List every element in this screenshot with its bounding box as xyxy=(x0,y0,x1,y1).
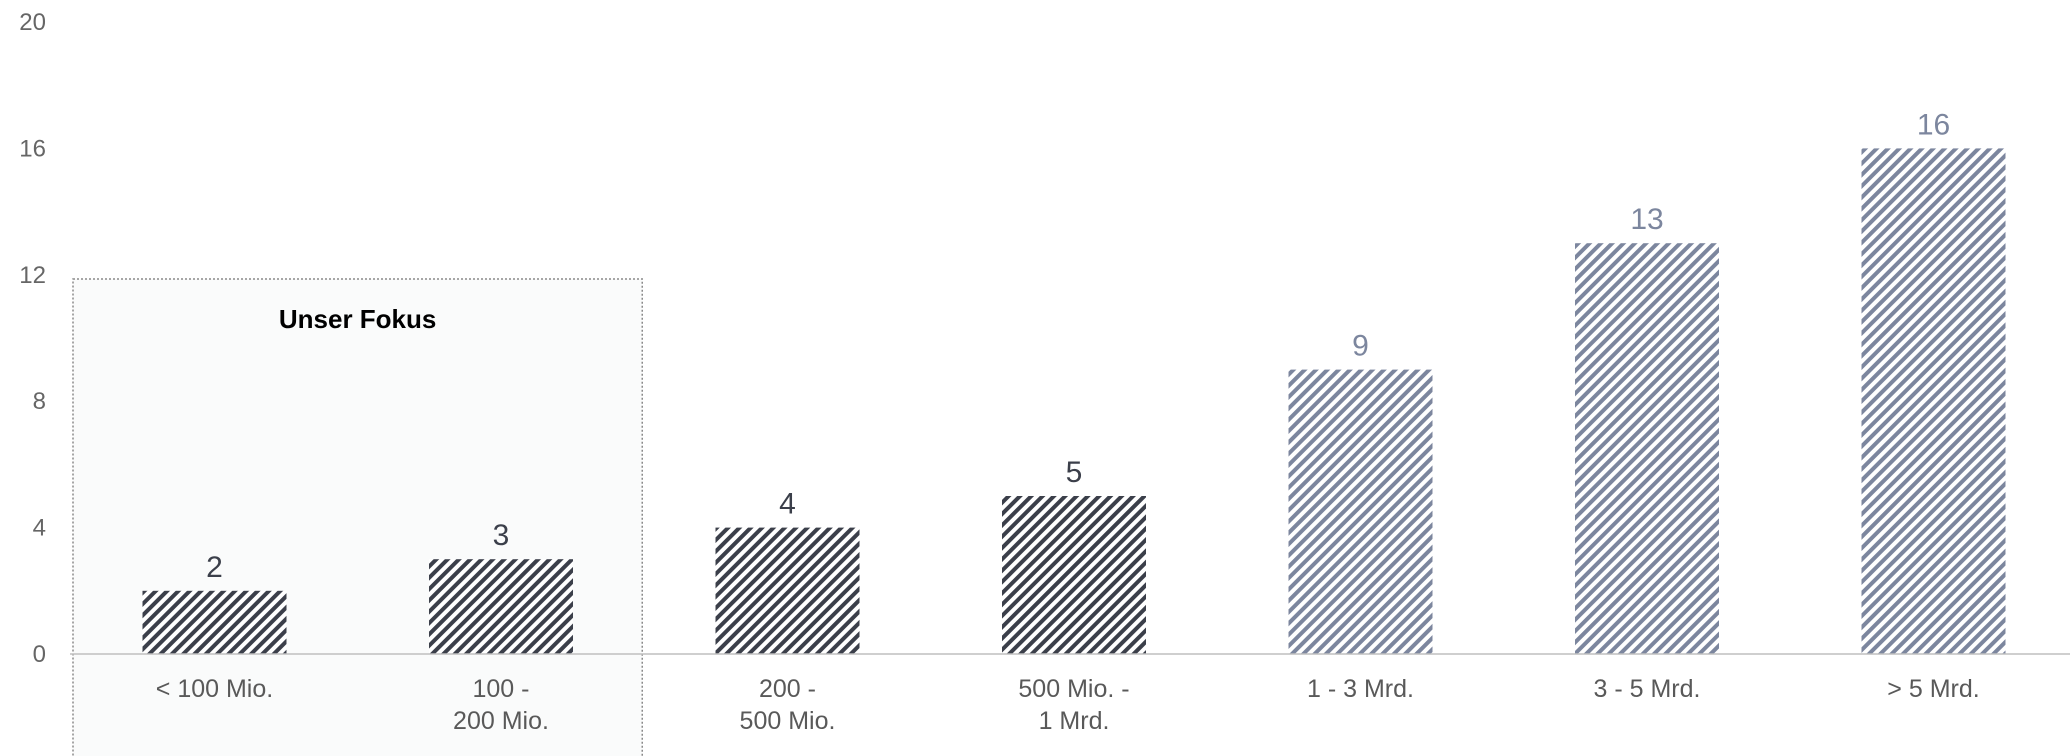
x-tick-label: 3 - 5 Mrd. xyxy=(1594,675,1701,703)
y-tick-label: 20 xyxy=(19,9,46,36)
bar-value-label: 2 xyxy=(206,551,223,584)
focus-highlight-box xyxy=(72,278,643,756)
x-tick-label: 500 Mio. -1 Mrd. xyxy=(1018,675,1129,735)
x-tick-label: 1 - 3 Mrd. xyxy=(1307,675,1414,703)
bar-value-label: 3 xyxy=(493,519,510,552)
y-tick-label: 8 xyxy=(33,388,46,415)
y-tick-label: 12 xyxy=(19,262,46,289)
bar xyxy=(715,527,860,654)
bar xyxy=(1288,369,1433,654)
y-tick-label: 16 xyxy=(19,135,46,162)
bar-value-label: 16 xyxy=(1917,108,1950,141)
x-tick-label: 200 -500 Mio. xyxy=(740,675,836,735)
x-tick-label: 100 -200 Mio. xyxy=(453,675,549,735)
bar xyxy=(1575,243,1719,654)
bar-value-label: 13 xyxy=(1630,203,1663,236)
bar-value-label: 5 xyxy=(1066,456,1083,489)
y-tick-label: 0 xyxy=(33,641,46,668)
x-tick-label: < 100 Mio. xyxy=(156,675,273,703)
bar xyxy=(1861,148,2006,654)
value-labels: 2 3 4 5 9 13 16 xyxy=(206,108,1950,583)
focus-label: Unser Fokus xyxy=(279,304,437,334)
bar xyxy=(142,590,287,654)
bars xyxy=(142,148,2006,654)
y-tick-label: 4 xyxy=(33,515,46,542)
bar xyxy=(429,559,573,654)
x-tick-label: > 5 Mrd. xyxy=(1887,675,1979,703)
bar-value-label: 4 xyxy=(779,488,796,521)
x-axis-labels: < 100 Mio. 100 -200 Mio. 200 -500 Mio. 500 … xyxy=(156,675,1980,735)
bar xyxy=(1002,496,1146,654)
bar-value-label: 9 xyxy=(1352,330,1369,363)
y-axis-ticks: 0 4 8 12 16 20 xyxy=(19,9,46,668)
